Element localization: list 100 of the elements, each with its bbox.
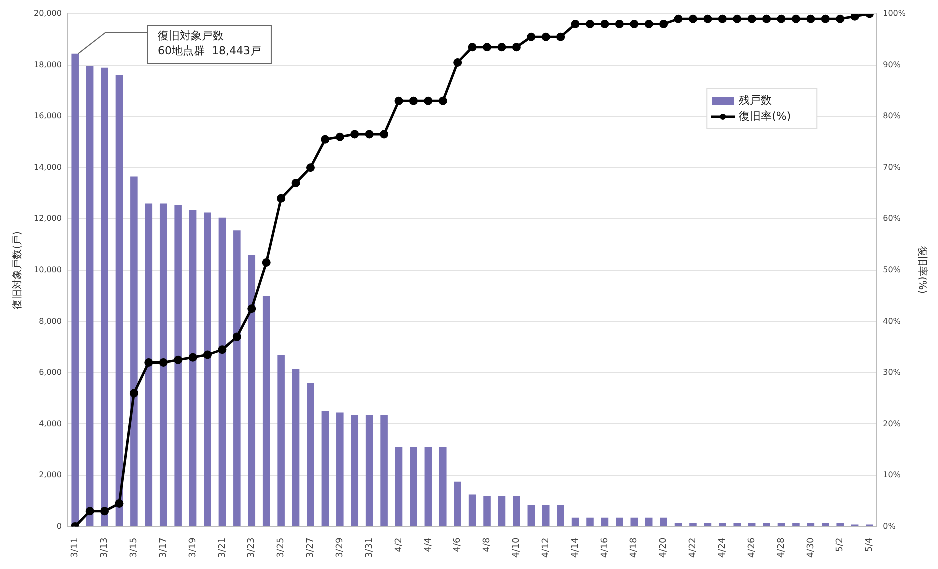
y2-tick-label: 30% (883, 368, 902, 378)
x-tick-label: 3/13 (100, 538, 110, 558)
bar (292, 369, 300, 526)
bar (145, 204, 153, 526)
point (321, 135, 330, 144)
point (630, 20, 639, 29)
x-tick-label: 3/31 (364, 538, 375, 558)
bar (424, 447, 432, 526)
bar (690, 522, 697, 526)
point (306, 164, 315, 172)
x-tick-label: 4/8 (482, 538, 493, 552)
bar (336, 412, 344, 526)
bar (792, 522, 800, 526)
point (232, 332, 242, 342)
bar (116, 76, 124, 526)
y2-tick-label: 90% (883, 60, 902, 70)
legend-label: 復旧率(%) (739, 110, 792, 123)
y2-tick-label: 60% (883, 214, 902, 224)
point (586, 20, 595, 29)
x-tick-label: 4/20 (659, 538, 670, 558)
point (100, 507, 110, 516)
bar (616, 518, 624, 526)
point (512, 43, 521, 52)
bar (484, 496, 491, 526)
bar (513, 496, 520, 526)
y2-tick-label: 50% (883, 265, 902, 274)
point (292, 178, 300, 188)
point (733, 14, 742, 24)
bar (778, 522, 786, 526)
point (380, 130, 389, 139)
point (674, 14, 683, 24)
x-tick-label: 3/29 (336, 538, 346, 558)
bar (542, 504, 550, 526)
point (718, 14, 727, 24)
bar (454, 482, 462, 526)
x-tick-label: 4/10 (512, 538, 522, 558)
bar (630, 518, 638, 526)
bar (410, 447, 418, 526)
point (660, 20, 668, 29)
y2-tick-label: 20% (883, 419, 902, 428)
bar (218, 218, 226, 526)
x-tick-label: 4/2 (394, 538, 404, 552)
point (806, 14, 816, 24)
bar (307, 383, 314, 526)
bar (528, 504, 536, 526)
x-tick-label: 3/23 (247, 538, 258, 558)
bar (498, 496, 506, 526)
bar (72, 54, 79, 526)
y2-axis-title: 復旧率(%) (916, 246, 928, 294)
y2-tick-label: 80% (883, 112, 902, 121)
x-tick-label: 4/16 (600, 538, 610, 558)
bar (86, 66, 94, 526)
x-tick-label: 4/14 (570, 538, 581, 558)
y2-tick-label: 40% (883, 316, 902, 326)
bar (395, 447, 403, 526)
point (704, 14, 712, 24)
point (850, 14, 860, 21)
point (144, 358, 154, 367)
bar (262, 296, 270, 526)
point (556, 32, 566, 42)
bar (468, 494, 476, 526)
bar (734, 522, 742, 526)
point (483, 43, 492, 52)
y2-tick-label: 10% (883, 470, 902, 480)
point (424, 96, 433, 106)
point (527, 32, 536, 42)
bar (836, 522, 844, 526)
point (836, 14, 845, 24)
point (571, 20, 580, 29)
bar (748, 522, 756, 526)
x-tick-label: 3/17 (158, 538, 169, 558)
bar (807, 522, 815, 526)
bar (351, 415, 359, 526)
bar (557, 504, 564, 526)
bar (130, 176, 138, 526)
y-tick-label: 4,000 (39, 419, 62, 428)
point (409, 96, 418, 106)
y-tick-label: 16,000 (34, 112, 62, 121)
x-tick-label: 3/15 (130, 538, 140, 558)
point (762, 14, 772, 24)
point (454, 58, 462, 67)
x-tick-label: 4/30 (806, 538, 816, 558)
point (600, 20, 610, 29)
bar (322, 411, 330, 526)
point (615, 20, 624, 29)
point (130, 389, 138, 398)
point (777, 14, 786, 24)
bar (704, 522, 712, 526)
bar (763, 522, 770, 526)
point (218, 346, 227, 354)
y-tick-label: 0 (56, 522, 62, 531)
bar (174, 205, 182, 526)
bar (572, 518, 580, 526)
bar (674, 522, 682, 526)
point (262, 258, 271, 267)
point (159, 358, 168, 367)
point (365, 130, 374, 139)
point (188, 353, 198, 362)
bar (160, 204, 168, 526)
bar (380, 415, 388, 526)
